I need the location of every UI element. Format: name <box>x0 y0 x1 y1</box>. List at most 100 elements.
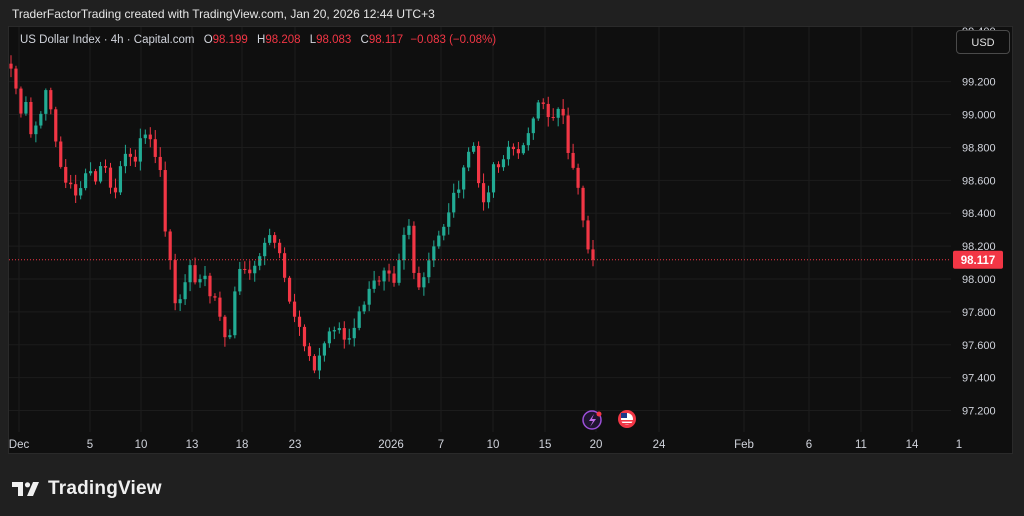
candle-body <box>29 101 33 135</box>
candle-body <box>118 166 123 193</box>
candle-body <box>93 171 98 182</box>
candle-body <box>108 167 113 188</box>
candle-body <box>34 125 38 135</box>
tradingview-wordmark: TradingView <box>48 478 162 499</box>
candle-body <box>347 338 351 340</box>
candle-body <box>123 153 128 167</box>
close-value: 98.117 <box>368 34 404 46</box>
candle-body <box>133 156 137 162</box>
us-flag-event-icon[interactable] <box>618 410 636 428</box>
candle-body <box>163 170 167 232</box>
candle-body <box>148 134 152 140</box>
candle-body <box>581 187 585 221</box>
candle-body <box>516 149 520 154</box>
candle-body <box>84 173 88 189</box>
candle-body <box>561 108 565 116</box>
candle-body <box>158 156 162 171</box>
tradingview-logo[interactable]: TradingView <box>12 478 162 500</box>
candle-body <box>322 343 326 356</box>
candle-body <box>273 235 277 243</box>
candle-body <box>248 269 252 274</box>
candle-body <box>312 356 317 371</box>
price-tick-label: 98.400 <box>962 208 996 220</box>
candle-body <box>278 242 282 254</box>
candle-body <box>342 328 346 340</box>
candle-body <box>198 279 202 283</box>
candle-body <box>472 145 476 152</box>
candle-body <box>397 260 401 283</box>
candle-body <box>263 242 267 257</box>
candle-body <box>452 192 456 213</box>
lightning-event-icon[interactable] <box>582 410 602 430</box>
candle-body <box>332 330 336 332</box>
us-flag-canton <box>621 413 627 418</box>
bottom-bar <box>0 454 1024 516</box>
time-tick-label: 10 <box>135 439 148 451</box>
price-tick-label: 97.200 <box>962 406 996 418</box>
candle-body <box>392 273 396 283</box>
candle-body <box>282 253 287 278</box>
lightning-bolt <box>589 414 596 427</box>
candle-body <box>183 282 187 300</box>
chart-frame[interactable]: 98.117 97.200 97.400 97.600 97.800 98.000 98.… <box>8 26 1013 454</box>
candle-body <box>541 102 545 104</box>
candle-body <box>531 118 535 134</box>
top-bar: TraderFactorTrading created with Trading… <box>0 0 1024 26</box>
candle-body <box>39 113 43 126</box>
time-tick-label: 15 <box>539 439 552 451</box>
candle-body <box>422 277 426 288</box>
candle-body <box>138 138 142 162</box>
candle-body <box>287 277 292 302</box>
currency-button[interactable]: USD <box>956 30 1010 54</box>
candle-body <box>317 355 322 371</box>
time-tick-label: 24 <box>653 439 666 451</box>
event-markers <box>582 410 636 430</box>
candle-body <box>382 270 386 282</box>
candle-body <box>566 115 570 153</box>
time-tick-label: 23 <box>289 439 302 451</box>
candle-body <box>233 291 237 336</box>
candle-body <box>486 192 491 203</box>
candle-body <box>213 296 217 298</box>
price-tick-label: 98.000 <box>962 274 996 286</box>
candle-body <box>292 301 297 317</box>
candle-body <box>253 265 257 274</box>
time-tick-label: 10 <box>487 439 500 451</box>
candle-body <box>551 117 555 119</box>
candle-body <box>143 134 147 139</box>
candle-body <box>491 164 496 193</box>
time-axis: Dec 5 10 13 18 23 2026 7 10 15 20 24 Feb 6 11 14 1 <box>9 439 962 451</box>
chart-credit: TraderFactorTrading created with Trading… <box>12 7 435 21</box>
event-dot <box>596 411 602 417</box>
symbol-name: US Dollar Index · 4h · Capital.com <box>20 34 195 46</box>
candle-body <box>74 184 78 196</box>
candle-body <box>153 139 157 157</box>
open-value: 98.199 <box>212 34 248 46</box>
candle-body <box>208 275 212 297</box>
time-tick-label: Feb <box>734 439 754 451</box>
candle-body <box>327 331 331 344</box>
candle-body <box>258 256 262 266</box>
candle-body <box>496 164 501 168</box>
candlestick-chart[interactable]: 98.117 97.200 97.400 97.600 97.800 98.000 98.… <box>9 27 1014 455</box>
price-axis: 97.200 97.400 97.600 97.800 98.000 98.200 98.4… <box>962 27 996 418</box>
candle-body <box>432 246 436 261</box>
price-tick-label: 97.600 <box>962 340 996 352</box>
candle-body <box>228 335 232 338</box>
candle-body <box>24 101 28 114</box>
candle-body <box>69 182 73 185</box>
candle-body <box>442 226 446 236</box>
close-label: C <box>360 34 369 46</box>
candle-body <box>476 145 481 184</box>
candle-body <box>447 212 451 227</box>
candle-body <box>407 225 411 235</box>
candle-body <box>412 225 416 273</box>
candle-body <box>357 311 361 328</box>
candle-body <box>19 88 23 114</box>
candle-body <box>481 183 486 203</box>
candle-body <box>377 280 381 282</box>
candle-body <box>536 102 540 119</box>
candle-body <box>367 288 371 305</box>
last-price-label: 98.117 <box>961 255 996 267</box>
candle-body <box>526 133 530 146</box>
